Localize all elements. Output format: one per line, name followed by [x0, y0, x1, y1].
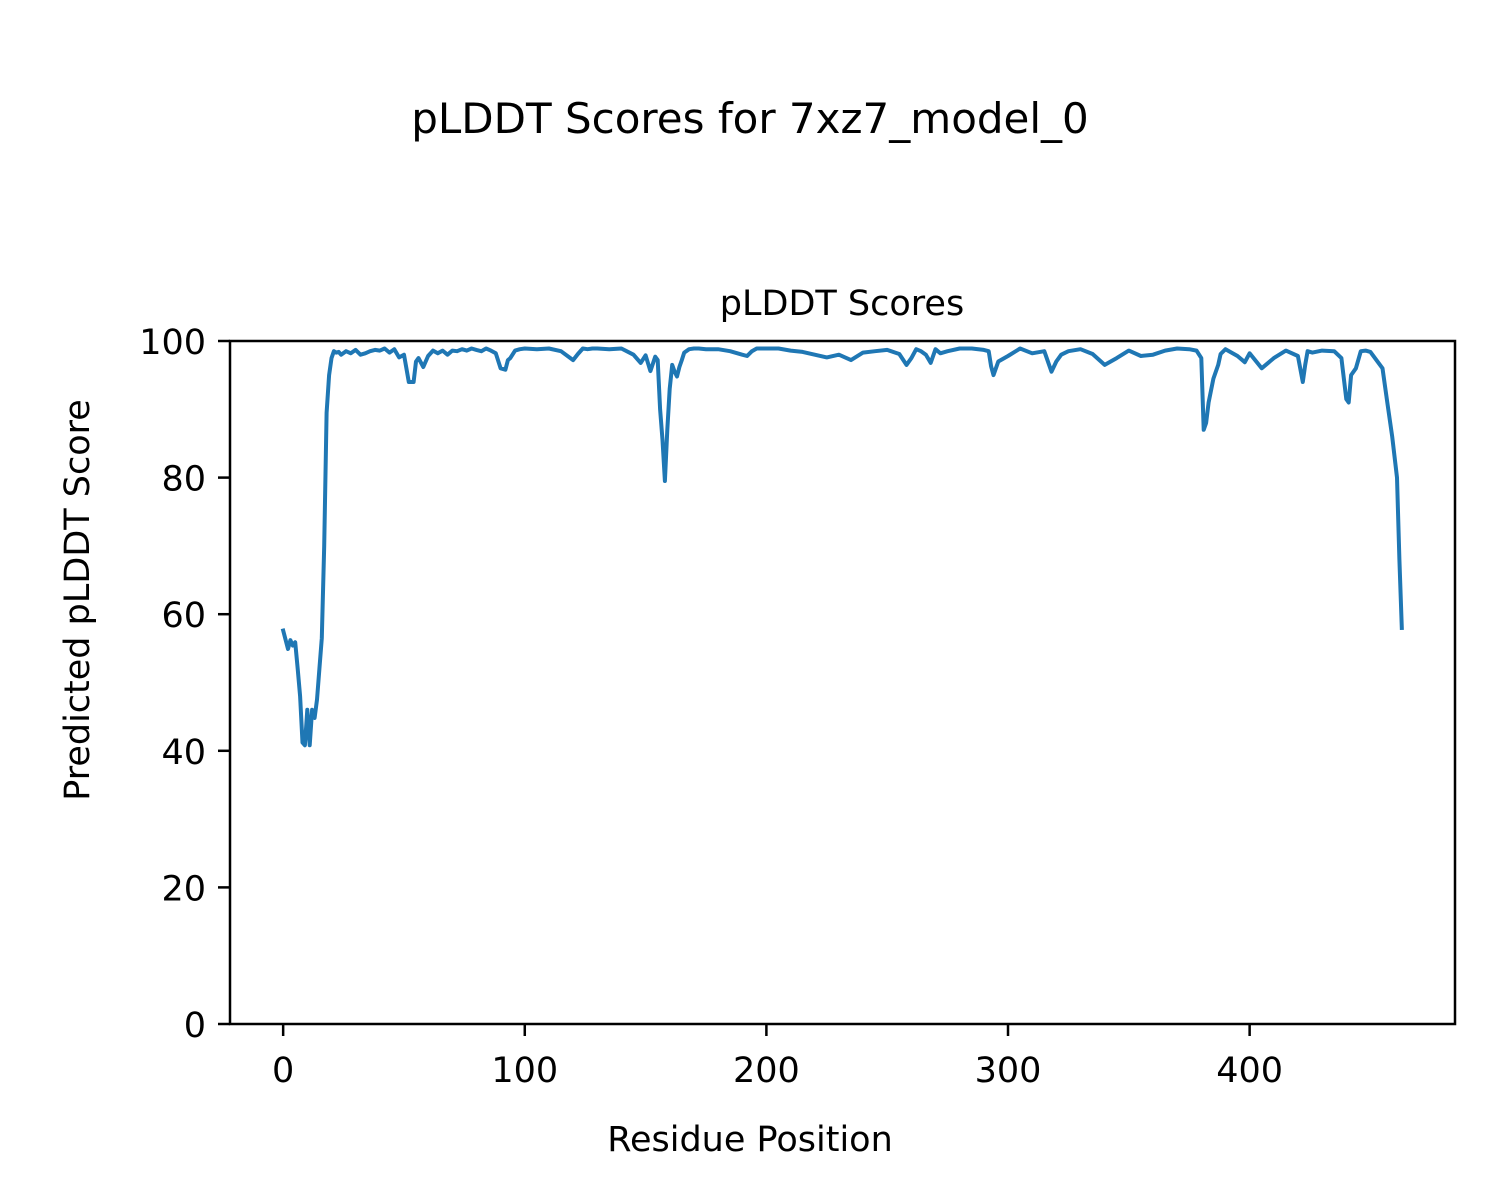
x-tick-label: 100 [491, 1051, 558, 1091]
y-tick-label: 60 [161, 596, 206, 636]
y-tick-label: 40 [161, 733, 206, 773]
y-tick-label: 20 [161, 869, 206, 909]
axes-title: pLDDT Scores [720, 284, 964, 324]
x-tick-label: 400 [1216, 1051, 1283, 1091]
y-axis: 0 20 40 60 80 100 [139, 323, 230, 1046]
x-axis-label: Residue Position [607, 1120, 893, 1160]
x-tick-label: 300 [975, 1051, 1042, 1091]
figure-suptitle: pLDDT Scores for 7xz7_model_0 [411, 94, 1089, 143]
plot-area [280, 346, 1404, 748]
y-tick-label: 80 [161, 460, 206, 500]
x-axis: 0 100 200 300 400 [272, 1024, 1283, 1091]
x-tick-label: 0 [272, 1051, 294, 1091]
y-axis-label: Predicted pLDDT Score [58, 399, 98, 801]
y-tick-label: 0 [184, 1006, 206, 1046]
axes-frame [228, 339, 1457, 1026]
y-tick-label: 100 [139, 323, 206, 363]
x-tick-label: 200 [733, 1051, 800, 1091]
series-line-0 [280, 346, 1404, 748]
